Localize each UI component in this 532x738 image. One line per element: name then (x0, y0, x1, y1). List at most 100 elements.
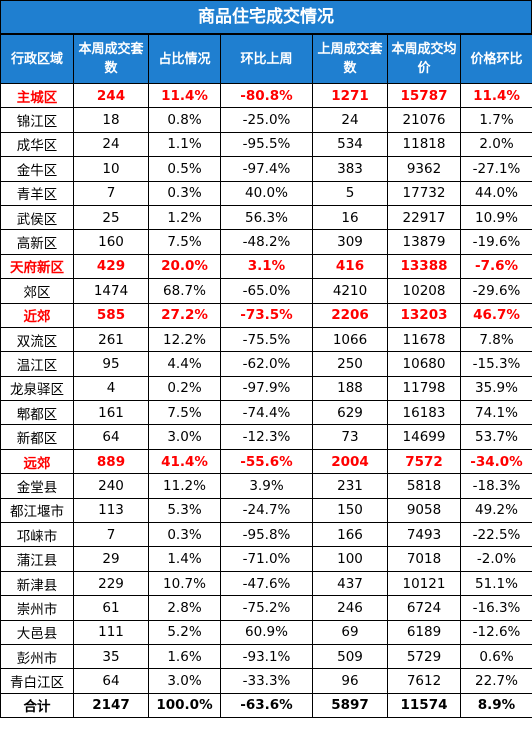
cell-week-over-week: -65.0% (220, 278, 313, 304)
cell-avg-price: 11798 (387, 375, 461, 402)
subtotal-row: 主城区 244 11.4% -80.8% 1271 15787 11.4% (0, 82, 532, 109)
cell-district: 蒲江县 (0, 546, 74, 572)
cell-weekly-units: 64 (73, 668, 149, 694)
cell-share: 3.0% (148, 424, 221, 450)
cell-last-week-units: 2206 (312, 302, 388, 328)
cell-share: 1.6% (148, 643, 221, 670)
cell-district: 青白江区 (0, 668, 74, 694)
cell-week-over-week: -12.3% (220, 424, 313, 450)
table-row: 郫都区 161 7.5% -74.4% 629 16183 74.1% (0, 400, 532, 426)
header-avg-price: 本周成交均价 (387, 34, 461, 84)
cell-price-change: 7.8% (460, 326, 532, 353)
cell-share: 0.8% (148, 107, 221, 133)
cell-weekly-units: 585 (73, 302, 149, 328)
header-week-over-week: 环比上周 (220, 34, 313, 84)
cell-price-change: 1.7% (460, 107, 532, 133)
cell-week-over-week: 60.9% (220, 619, 313, 645)
cell-week-over-week: -24.7% (220, 497, 313, 524)
cell-last-week-units: 150 (312, 497, 388, 524)
cell-price-change: -27.1% (460, 156, 532, 182)
table-row: 崇州市 61 2.8% -75.2% 246 6724 -16.3% (0, 595, 532, 621)
cell-district: 邛崃市 (0, 522, 74, 548)
cell-weekly-units: 429 (73, 253, 149, 280)
cell-avg-price: 14699 (387, 424, 461, 450)
cell-week-over-week: -97.9% (220, 375, 313, 402)
cell-district: 新都区 (0, 424, 74, 450)
cell-district: 彭州市 (0, 643, 74, 670)
cell-district: 金堂县 (0, 473, 74, 499)
cell-last-week-units-total: 5897 (312, 692, 388, 719)
cell-avg-price: 7612 (387, 668, 461, 694)
cell-price-change-total: 8.9% (460, 692, 532, 719)
cell-district: 郊区 (0, 278, 74, 304)
table-row: 大邑县 111 5.2% 60.9% 69 6189 -12.6% (0, 619, 532, 645)
cell-weekly-units: 18 (73, 107, 149, 133)
cell-weekly-units: 229 (73, 570, 149, 597)
cell-last-week-units: 73 (312, 424, 388, 450)
cell-avg-price: 17732 (387, 180, 461, 206)
table-row: 龙泉驿区 4 0.2% -97.9% 188 11798 35.9% (0, 375, 532, 402)
table-row: 邛崃市 7 0.3% -95.8% 166 7493 -22.5% (0, 522, 532, 548)
table-row: 新津县 229 10.7% -47.6% 437 10121 51.1% (0, 570, 532, 597)
cell-district: 龙泉驿区 (0, 375, 74, 402)
cell-district: 主城区 (0, 82, 74, 109)
cell-avg-price: 13203 (387, 302, 461, 328)
cell-price-change: -7.6% (460, 253, 532, 280)
cell-last-week-units: 246 (312, 595, 388, 621)
header-last-week-units: 上周成交套数 (312, 34, 388, 84)
cell-price-change: -29.6% (460, 278, 532, 304)
cell-last-week-units: 96 (312, 668, 388, 694)
cell-last-week-units: 231 (312, 473, 388, 499)
cell-weekly-units: 113 (73, 497, 149, 524)
cell-weekly-units: 111 (73, 619, 149, 645)
header-row: 行政区域 本周成交套数 占比情况 环比上周 上周成交套数 本周成交均价 价格环比 (0, 34, 532, 84)
cell-avg-price: 6189 (387, 619, 461, 645)
cell-share: 1.1% (148, 131, 221, 158)
cell-last-week-units: 1271 (312, 82, 388, 109)
cell-district-total: 合计 (0, 692, 74, 719)
subtotal-row: 天府新区 429 20.0% 3.1% 416 13388 -7.6% (0, 253, 532, 280)
cell-share: 0.2% (148, 375, 221, 402)
cell-share: 27.2% (148, 302, 221, 328)
cell-last-week-units: 509 (312, 643, 388, 670)
cell-share-total: 100.0% (148, 692, 221, 719)
cell-week-over-week: -97.4% (220, 156, 313, 182)
cell-week-over-week-total: -63.6% (220, 692, 313, 719)
cell-avg-price: 6724 (387, 595, 461, 621)
table-row: 郊区 1474 68.7% -65.0% 4210 10208 -29.6% (0, 278, 532, 304)
cell-last-week-units: 309 (312, 229, 388, 255)
cell-district: 双流区 (0, 326, 74, 353)
cell-last-week-units: 534 (312, 131, 388, 158)
cell-last-week-units: 1066 (312, 326, 388, 353)
cell-share: 12.2% (148, 326, 221, 353)
cell-share: 3.0% (148, 668, 221, 694)
cell-week-over-week: -73.5% (220, 302, 313, 328)
cell-avg-price: 10680 (387, 351, 461, 377)
cell-week-over-week: -93.1% (220, 643, 313, 670)
cell-avg-price: 16183 (387, 400, 461, 426)
cell-weekly-units: 1474 (73, 278, 149, 304)
cell-avg-price: 10208 (387, 278, 461, 304)
cell-avg-price: 21076 (387, 107, 461, 133)
cell-price-change: 49.2% (460, 497, 532, 524)
table-row: 双流区 261 12.2% -75.5% 1066 11678 7.8% (0, 326, 532, 353)
cell-weekly-units: 29 (73, 546, 149, 572)
cell-price-change: -2.0% (460, 546, 532, 572)
cell-avg-price: 10121 (387, 570, 461, 597)
cell-share: 1.4% (148, 546, 221, 572)
cell-price-change: -15.3% (460, 351, 532, 377)
cell-avg-price: 22917 (387, 204, 461, 231)
cell-last-week-units: 166 (312, 522, 388, 548)
cell-avg-price-total: 11574 (387, 692, 461, 719)
cell-district: 新津县 (0, 570, 74, 597)
cell-last-week-units: 629 (312, 400, 388, 426)
cell-last-week-units: 100 (312, 546, 388, 572)
cell-last-week-units: 383 (312, 156, 388, 182)
cell-week-over-week: 3.1% (220, 253, 313, 280)
cell-share: 2.8% (148, 595, 221, 621)
cell-share: 5.2% (148, 619, 221, 645)
table-body: 主城区 244 11.4% -80.8% 1271 15787 11.4% 锦江区 18 0.8%… (0, 82, 532, 719)
table-row: 青羊区 7 0.3% 40.0% 5 17732 44.0% (0, 180, 532, 206)
table-row: 高新区 160 7.5% -48.2% 309 13879 -19.6% (0, 229, 532, 255)
